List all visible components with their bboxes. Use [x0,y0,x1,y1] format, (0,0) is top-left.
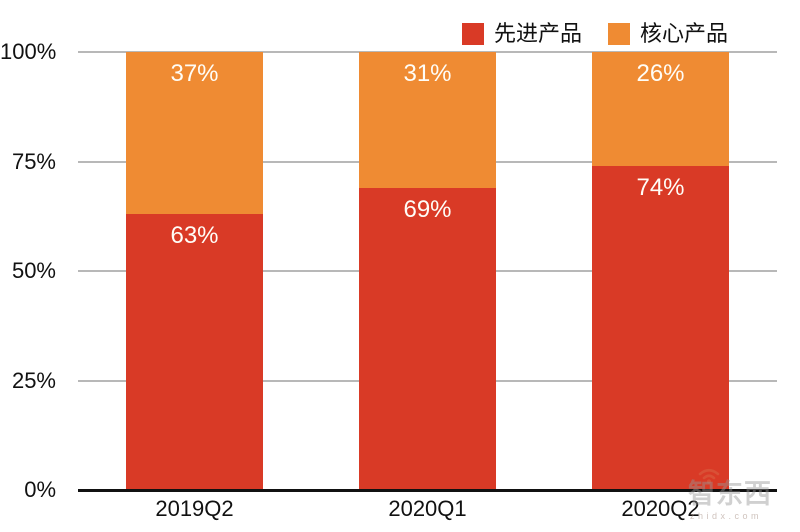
legend: 先进产品 核心产品 [461,21,728,46]
legend-label-advanced-products: 先进产品 [493,21,582,46]
y-tick-label: 75% [11,148,56,174]
y-tick-label: 0% [24,477,56,502]
x-tick-label: 2020Q2 [621,496,700,521]
bar-segment-advanced-products: 74% [592,165,729,490]
legend-swatch-core-products [607,23,630,45]
y-tick-label: 100% [0,39,57,64]
bar-segment-core-products: 37% [126,52,263,215]
legend-swatch-advanced-products [461,23,484,45]
legend-item-advanced-products: 先进产品 [461,21,582,46]
x-axis-line [78,489,777,492]
legend-item-core-products: 核心产品 [607,21,728,46]
bar-segment-advanced-products: 63% [126,214,263,490]
bar-segment-core-products: 31% [359,52,496,188]
bar-value-label: 69% [403,195,452,223]
bar-segment-core-products: 26% [592,52,729,166]
bar-value-label: 63% [170,222,219,250]
x-tick-label: 2020Q1 [388,496,467,521]
legend-label-core-products: 核心产品 [639,21,728,46]
y-tick-label: 50% [11,258,56,283]
gridline [78,51,777,53]
x-tick-label: 2019Q2 [155,496,234,521]
y-tick-label: 25% [11,367,56,393]
plot-area: 63% 37% 69% 31% 74% 26% [78,51,777,492]
bar-segment-advanced-products: 69% [359,187,496,490]
bar-value-label: 74% [636,173,685,201]
bar-value-label: 37% [170,60,219,88]
bar-value-label: 31% [403,60,452,88]
bar-value-label: 26% [636,60,685,88]
